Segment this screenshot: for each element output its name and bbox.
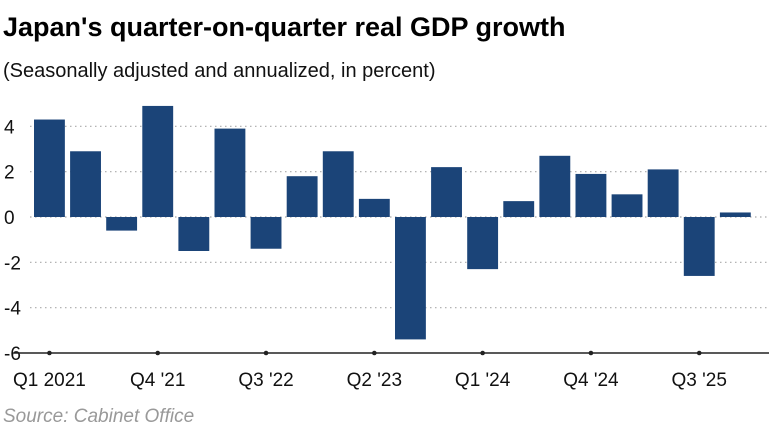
bar-q3-2024 <box>539 155 571 217</box>
x-tick-label: Q2 '23 <box>347 370 402 391</box>
bar-q4-2025 <box>719 212 751 217</box>
x-axis: Q1 2021 Q4 '21 Q3 '22 Q2 '23 Q1 '24 Q4 '24 Q3 … <box>13 350 769 391</box>
bar-q2-2021 <box>70 151 101 217</box>
bar-q3-2025 <box>683 217 715 276</box>
bar-q2-2025 <box>647 169 679 217</box>
x-tick-mark <box>696 350 702 356</box>
x-tick-label: Q4 '21 <box>130 370 185 391</box>
bar-q4-2024 <box>575 173 607 217</box>
bar-q3-2021 <box>106 217 138 231</box>
x-tick-label: Q1 2021 <box>13 370 86 391</box>
source-note: Source: Cabinet Office <box>3 406 195 427</box>
bar-q2-2022 <box>214 128 246 217</box>
x-tick-label: Q1 '24 <box>455 370 511 391</box>
x-tick-label: Q3 '22 <box>238 370 293 391</box>
x-tick-mark <box>588 350 594 356</box>
bar-q4-2021 <box>142 105 174 217</box>
y-tick-label: 0 <box>4 208 15 229</box>
y-axis-labels: 4 2 0 -2 -4 -6 <box>4 117 21 365</box>
x-tick-mark <box>263 350 269 356</box>
x-tick-label: Q3 '25 <box>672 370 727 391</box>
x-tick-mark <box>155 350 161 356</box>
bar-q1-2024 <box>467 217 499 270</box>
gridlines <box>30 125 769 309</box>
x-tick-mark <box>47 350 52 356</box>
bar-q1-2021 <box>34 119 65 217</box>
bar-q1-2023 <box>322 151 354 217</box>
bars <box>34 105 751 340</box>
bar-q1-2025 <box>611 194 643 217</box>
bar-q3-2022 <box>250 217 282 249</box>
bar-q1-2022 <box>178 217 210 251</box>
y-tick-label: -4 <box>4 299 21 320</box>
bar-q3-2023 <box>395 217 426 340</box>
y-tick-label: 2 <box>4 163 15 184</box>
bar-q2-2024 <box>503 201 535 217</box>
y-tick-label: 4 <box>4 117 15 138</box>
x-tick-mark <box>480 350 485 356</box>
bar-q4-2023 <box>431 167 462 217</box>
x-tick-label: Q4 '24 <box>563 370 619 391</box>
bar-q4-2022 <box>286 176 318 217</box>
chart-subtitle: (Seasonally adjusted and annualized, in … <box>3 60 436 82</box>
bar-q2-2023 <box>358 198 390 217</box>
y-tick-label: -6 <box>4 344 21 365</box>
x-tick-mark <box>372 350 377 356</box>
y-tick-label: -2 <box>4 253 21 274</box>
chart-title: Japan's quarter-on-quarter real GDP grow… <box>3 12 566 42</box>
